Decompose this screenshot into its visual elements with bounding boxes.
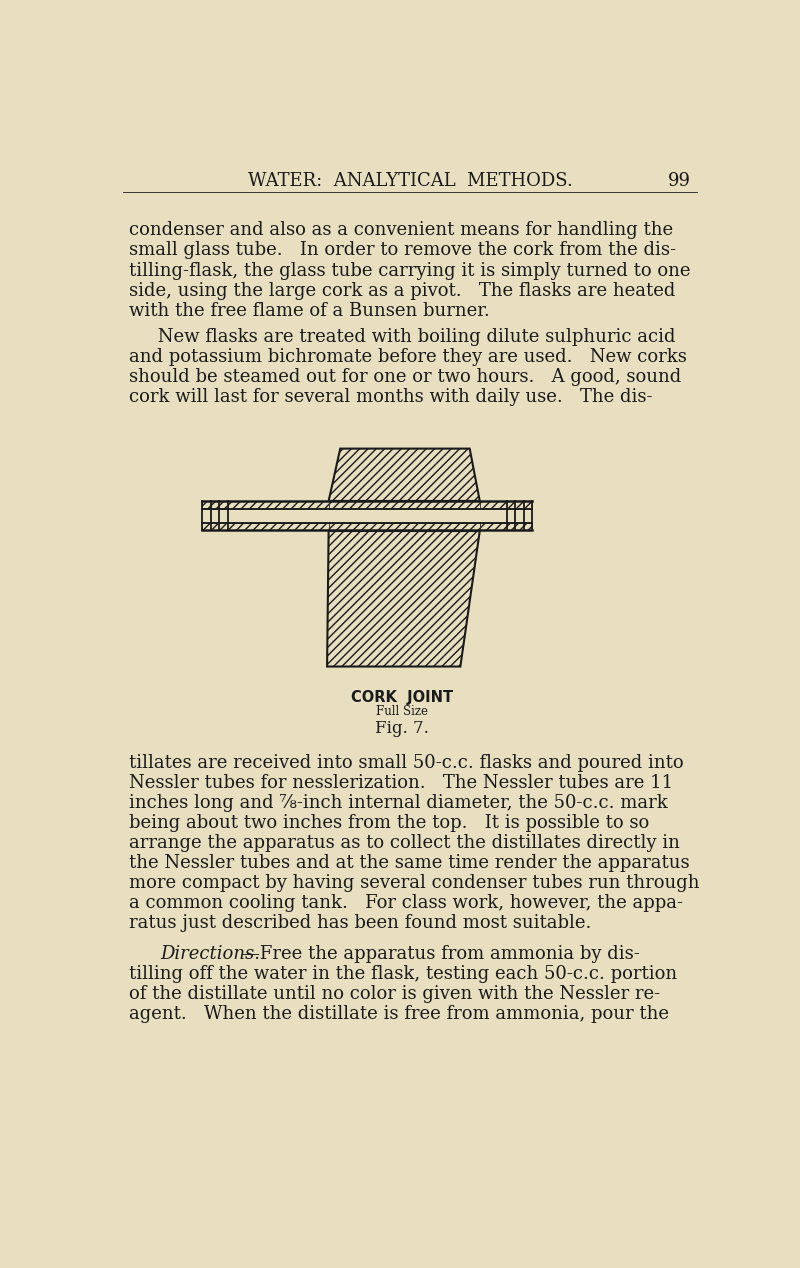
Text: WATER:  ANALYTICAL  METHODS.: WATER: ANALYTICAL METHODS. (247, 172, 573, 190)
Polygon shape (329, 522, 480, 530)
Polygon shape (327, 531, 480, 667)
Polygon shape (480, 522, 533, 530)
Text: Fig. 7.: Fig. 7. (375, 720, 429, 738)
Polygon shape (329, 449, 480, 501)
Text: agent.   When the distillate is free from ammonia, pour the: agent. When the distillate is free from … (130, 1006, 670, 1023)
Text: —Free the apparatus from ammonia by dis-: —Free the apparatus from ammonia by dis- (242, 945, 639, 964)
Text: small glass tube.   In order to remove the cork from the dis-: small glass tube. In order to remove the… (130, 241, 677, 260)
Text: tilling-flask, the glass tube carrying it is simply turned to one: tilling-flask, the glass tube carrying i… (130, 261, 691, 279)
Text: side, using the large cork as a pivot.   The flasks are heated: side, using the large cork as a pivot. T… (130, 281, 676, 299)
Text: should be steamed out for one or two hours.   A good, sound: should be steamed out for one or two hou… (130, 368, 682, 385)
Text: arrange the apparatus as to collect the distillates directly in: arrange the apparatus as to collect the … (130, 834, 680, 852)
Polygon shape (329, 501, 480, 508)
Text: condenser and also as a convenient means for handling the: condenser and also as a convenient means… (130, 222, 674, 240)
Text: CORK  JOINT: CORK JOINT (351, 690, 454, 705)
Text: the Nessler tubes and at the same time render the apparatus: the Nessler tubes and at the same time r… (130, 855, 690, 872)
Text: tilling off the water in the flask, testing each 50-c.c. portion: tilling off the water in the flask, test… (130, 965, 678, 983)
Text: with the free flame of a Bunsen burner.: with the free flame of a Bunsen burner. (130, 302, 490, 320)
Text: Full Size: Full Size (376, 705, 428, 718)
Text: and potassium bichromate before they are used.   New corks: and potassium bichromate before they are… (130, 347, 687, 365)
Polygon shape (480, 501, 533, 508)
Text: New flasks are treated with boiling dilute sulphuric acid: New flasks are treated with boiling dilu… (130, 327, 676, 346)
Text: of the distillate until no color is given with the Nessler re-: of the distillate until no color is give… (130, 985, 661, 1003)
Text: cork will last for several months with daily use.   The dis-: cork will last for several months with d… (130, 388, 653, 406)
Polygon shape (229, 508, 506, 522)
Text: inches long and ⅞-inch internal diameter, the 50-c.c. mark: inches long and ⅞-inch internal diameter… (130, 794, 668, 813)
Polygon shape (202, 501, 329, 508)
Text: 99: 99 (668, 172, 691, 190)
Text: being about two inches from the top.   It is possible to so: being about two inches from the top. It … (130, 814, 650, 832)
Text: Directions.: Directions. (161, 945, 261, 964)
Text: tillates are received into small 50-c.c. flasks and poured into: tillates are received into small 50-c.c.… (130, 754, 684, 772)
Text: ratus just described has been found most suitable.: ratus just described has been found most… (130, 914, 592, 932)
Polygon shape (202, 522, 329, 530)
Text: Nessler tubes for nesslerization.   The Nessler tubes are 11: Nessler tubes for nesslerization. The Ne… (130, 775, 674, 792)
Text: a common cooling tank.   For class work, however, the appa-: a common cooling tank. For class work, h… (130, 894, 683, 913)
Text: more compact by having several condenser tubes run through: more compact by having several condenser… (130, 875, 700, 893)
